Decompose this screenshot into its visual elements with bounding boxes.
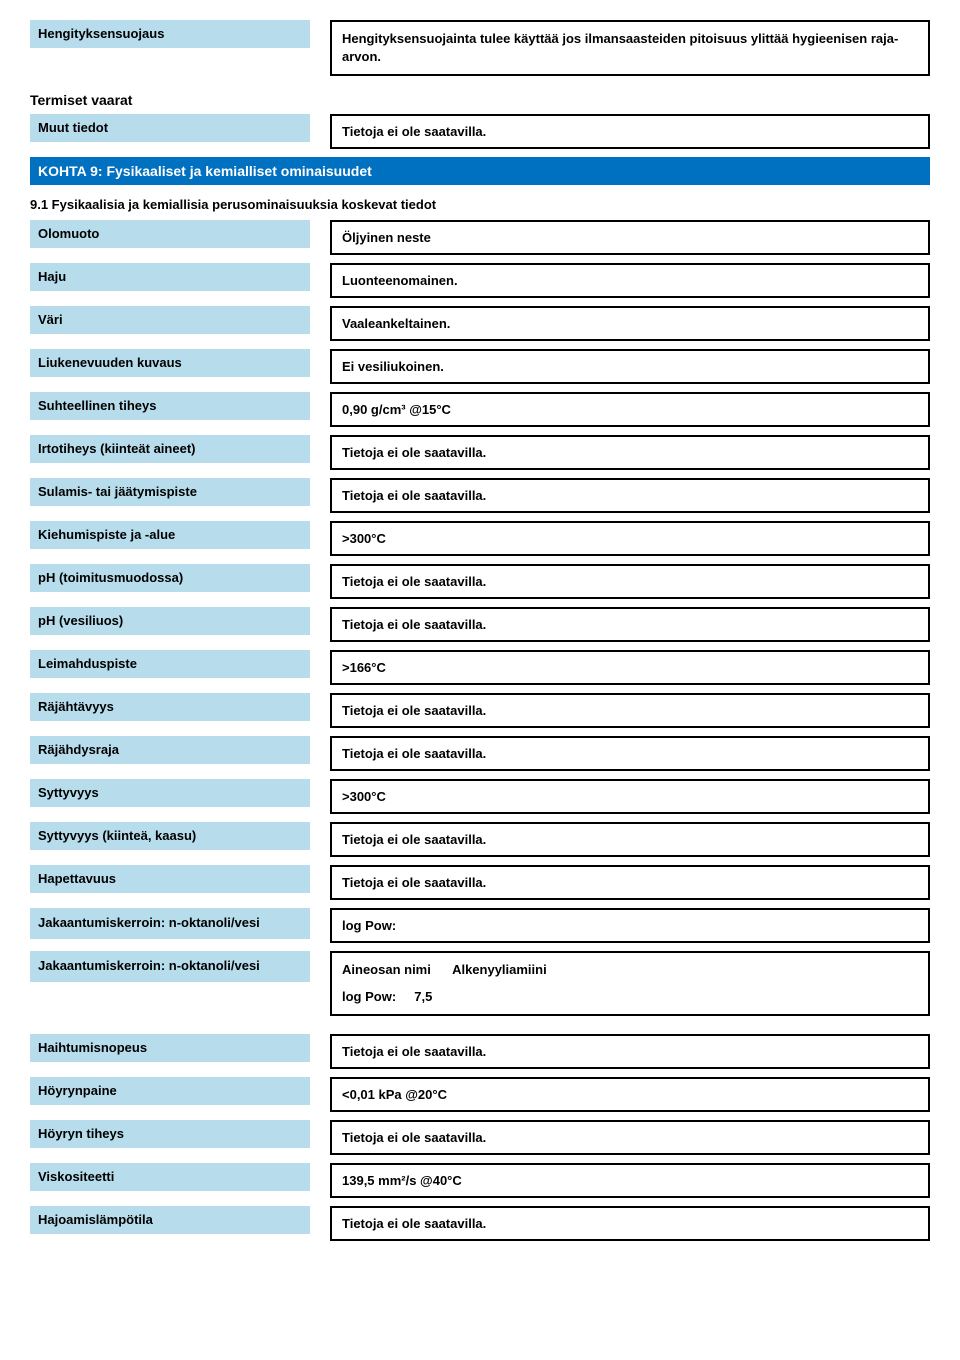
row-other-info: Muut tiedot Tietoja ei ole saatavilla. [30, 114, 930, 149]
property-value: Tietoja ei ole saatavilla. [330, 822, 930, 857]
label-partition-1: Jakaantumiskerroin: n-oktanoli/vesi [30, 908, 310, 938]
property-value: Tietoja ei ole saatavilla. [330, 435, 930, 470]
value-respiratory-protection: Hengityksensuojainta tulee käyttää jos i… [330, 20, 930, 76]
property-row: pH (vesiliuos) Tietoja ei ole saatavilla. [30, 607, 930, 642]
section-9-title: KOHTA 9: Fysikaaliset ja kemialliset omi… [30, 157, 930, 185]
property-label: Räjähtävyys [30, 693, 310, 721]
property-label: Hajoamislämpötila [30, 1206, 310, 1234]
property-label: Viskositeetti [30, 1163, 310, 1191]
property-value: Luonteenomainen. [330, 263, 930, 298]
property-row: Höyrynpaine <0,01 kPa @20°C [30, 1077, 930, 1112]
property-label: Olomuoto [30, 220, 310, 248]
property-label: pH (vesiliuos) [30, 607, 310, 635]
property-value: 139,5 mm²/s @40°C [330, 1163, 930, 1198]
property-label: Leimahduspiste [30, 650, 310, 678]
property-label: pH (toimitusmuodossa) [30, 564, 310, 592]
property-label: Suhteellinen tiheys [30, 392, 310, 420]
property-label: Väri [30, 306, 310, 334]
value-other-info: Tietoja ei ole saatavilla. [330, 114, 930, 149]
property-row: Suhteellinen tiheys 0,90 g/cm³ @15°C [30, 392, 930, 427]
property-row: Sulamis- tai jäätymispiste Tietoja ei ole… [30, 478, 930, 513]
partition2-ingredient-label: Aineosan nimi [342, 962, 431, 977]
property-row: Räjähtävyys Tietoja ei ole saatavilla. [30, 693, 930, 728]
property-label: Syttyvyys (kiinteä, kaasu) [30, 822, 310, 850]
value-partition-2: Aineosan nimi Alkenyyliamiini log Pow: 7… [330, 951, 930, 1015]
spacer [342, 980, 918, 988]
property-row: pH (toimitusmuodossa) Tietoja ei ole saat… [30, 564, 930, 599]
property-value: Tietoja ei ole saatavilla. [330, 1034, 930, 1069]
property-value: Tietoja ei ole saatavilla. [330, 865, 930, 900]
property-label: Höyrynpaine [30, 1077, 310, 1105]
partition2-line1: Aineosan nimi Alkenyyliamiini [342, 961, 918, 979]
property-label: Räjähdysraja [30, 736, 310, 764]
property-row: Liukenevuuden kuvaus Ei vesiliukoinen. [30, 349, 930, 384]
property-row: Leimahduspiste >166°C [30, 650, 930, 685]
property-label: Irtotiheys (kiinteät aineet) [30, 435, 310, 463]
property-rows-secondary: Haihtumisnopeus Tietoja ei ole saatavilla… [30, 1034, 930, 1241]
property-value: Tietoja ei ole saatavilla. [330, 693, 930, 728]
property-label: Syttyvyys [30, 779, 310, 807]
partition2-logpow-label: log Pow: [342, 989, 396, 1004]
property-row: Väri Vaaleankeltainen. [30, 306, 930, 341]
section-9-1-heading: 9.1 Fysikaalisia ja kemiallisia perusomi… [30, 191, 930, 220]
property-row: Syttyvyys >300°C [30, 779, 930, 814]
property-label: Liukenevuuden kuvaus [30, 349, 310, 377]
partition2-line2: log Pow: 7,5 [342, 988, 918, 1006]
property-row: Höyryn tiheys Tietoja ei ole saatavilla. [30, 1120, 930, 1155]
property-label: Höyryn tiheys [30, 1120, 310, 1148]
property-value: Öljyinen neste [330, 220, 930, 255]
property-value: <0,01 kPa @20°C [330, 1077, 930, 1112]
property-value: >166°C [330, 650, 930, 685]
property-row: Irtotiheys (kiinteät aineet) Tietoja ei o… [30, 435, 930, 470]
property-label: Sulamis- tai jäätymispiste [30, 478, 310, 506]
property-value: >300°C [330, 779, 930, 814]
property-value: Ei vesiliukoinen. [330, 349, 930, 384]
property-row: Viskositeetti 139,5 mm²/s @40°C [30, 1163, 930, 1198]
property-row: Räjähdysraja Tietoja ei ole saatavilla. [30, 736, 930, 771]
property-row: Syttyvyys (kiinteä, kaasu) Tietoja ei ole… [30, 822, 930, 857]
label-respiratory-protection: Hengityksensuojaus [30, 20, 310, 48]
property-value: Vaaleankeltainen. [330, 306, 930, 341]
partition2-ingredient-value: Alkenyyliamiini [452, 962, 547, 977]
property-row: Hajoamislämpötila Tietoja ei ole saatavil… [30, 1206, 930, 1241]
property-value: Tietoja ei ole saatavilla. [330, 564, 930, 599]
property-label: Haju [30, 263, 310, 291]
property-rows-main: Olomuoto Öljyinen neste Haju Luonteenomaine… [30, 220, 930, 900]
property-row: Hapettavuus Tietoja ei ole saatavilla. [30, 865, 930, 900]
spacer [30, 1024, 930, 1034]
page-container: Hengityksensuojaus Hengityksensuojainta … [0, 0, 960, 1269]
partition2-logpow-value: 7,5 [414, 989, 432, 1004]
property-value: 0,90 g/cm³ @15°C [330, 392, 930, 427]
property-label: Hapettavuus [30, 865, 310, 893]
property-value: Tietoja ei ole saatavilla. [330, 607, 930, 642]
property-value: Tietoja ei ole saatavilla. [330, 1206, 930, 1241]
property-row: Haihtumisnopeus Tietoja ei ole saatavilla… [30, 1034, 930, 1069]
property-label: Kiehumispiste ja -alue [30, 521, 310, 549]
property-value: Tietoja ei ole saatavilla. [330, 478, 930, 513]
row-respiratory-protection: Hengityksensuojaus Hengityksensuojainta … [30, 20, 930, 76]
row-partition-1: Jakaantumiskerroin: n-oktanoli/vesi log … [30, 908, 930, 943]
property-value: >300°C [330, 521, 930, 556]
heading-thermal-hazards: Termiset vaarat [30, 84, 930, 114]
label-other-info: Muut tiedot [30, 114, 310, 142]
property-row: Haju Luonteenomainen. [30, 263, 930, 298]
property-value: Tietoja ei ole saatavilla. [330, 736, 930, 771]
property-row: Kiehumispiste ja -alue >300°C [30, 521, 930, 556]
row-partition-2: Jakaantumiskerroin: n-oktanoli/vesi Aine… [30, 951, 930, 1015]
value-partition-1: log Pow: [330, 908, 930, 943]
property-label: Haihtumisnopeus [30, 1034, 310, 1062]
label-partition-2: Jakaantumiskerroin: n-oktanoli/vesi [30, 951, 310, 981]
property-row: Olomuoto Öljyinen neste [30, 220, 930, 255]
property-value: Tietoja ei ole saatavilla. [330, 1120, 930, 1155]
